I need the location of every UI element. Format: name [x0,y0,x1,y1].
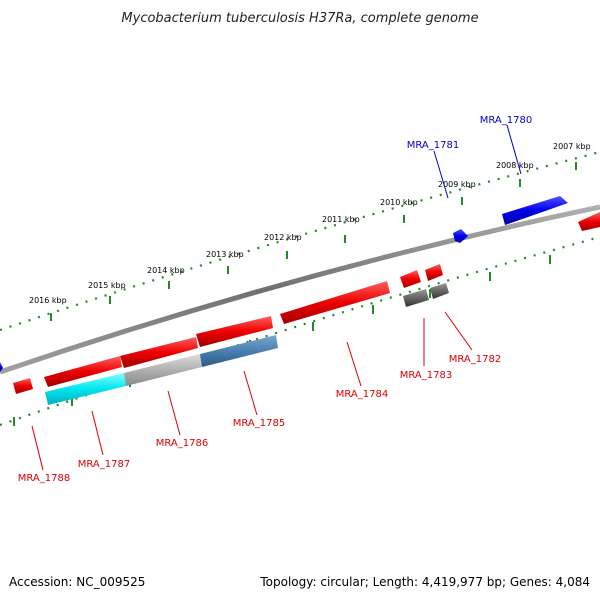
feature-grey[interactable] [124,354,202,386]
gene-mra-1787[interactable] [44,356,122,387]
leader-line [31,425,44,471]
feature-dark[interactable] [403,289,429,307]
forward-genes [0,196,568,372]
gene-label: MRA_1780 [480,115,532,126]
scale-label: 2012 kbp [264,233,302,242]
gene-mra-1783[interactable] [400,270,421,288]
gene-label: MRA_1783 [400,370,452,381]
scale-label: 2008 kbp [496,161,534,170]
scale-label: 2010 kbp [380,198,418,207]
leader-line [433,150,449,199]
label-leaders [31,124,522,471]
scale-label: 2007 kbp [553,142,591,151]
reverse-genes [13,212,600,394]
feature-dark[interactable] [430,283,449,299]
scale-label: 2015 kbp [88,281,126,290]
gene-mra-1786[interactable] [120,337,198,368]
outer-scale-track [0,150,600,332]
leader-line [346,341,362,387]
inner-scale-dots [0,235,600,427]
scale-labels: 2016 kbp 2015 kbp 2014 kbp 2013 kbp 2012… [29,142,591,305]
gene-labels: MRA_1781 MRA_1780 MRA_1788 MRA_1787 MRA_… [18,115,532,484]
gene-label: MRA_1786 [156,438,208,449]
leader-line [243,370,258,416]
gene-mra-1784[interactable] [280,281,390,324]
leader-line [91,410,104,456]
genome-backbone [0,204,600,375]
feature-steel[interactable] [200,335,278,367]
gene-mra-1782[interactable] [425,264,443,281]
gene-arrow-right-edge[interactable] [578,212,600,231]
gene-label: MRA_1788 [18,473,70,484]
scale-label: 2014 kbp [147,266,185,275]
scale-label: 2016 kbp [29,296,67,305]
genome-title: Mycobacterium tuberculosis H37Ra, comple… [121,11,478,26]
scale-label: 2013 kbp [206,250,244,259]
scale-label: 2011 kbp [322,215,360,224]
gene-label: MRA_1787 [78,459,130,470]
gene-mra-1788[interactable] [13,378,33,394]
gene-label: MRA_1784 [336,389,388,400]
feature-track [45,283,449,405]
accession-label: Accession: NC_009525 [9,575,145,589]
gene-mra-1785[interactable] [196,316,273,347]
scale-label: 2009 kbp [438,180,476,189]
gene-mra-1780[interactable] [502,196,568,225]
leader-line [506,124,522,175]
gene-label: MRA_1782 [449,354,501,365]
inner-scale-track [0,235,600,427]
leader-line [167,390,181,436]
gene-mra-1781[interactable] [453,229,468,243]
feature-cyan[interactable] [45,373,126,405]
gene-arrow[interactable] [0,362,3,372]
gene-label: MRA_1785 [233,418,285,429]
leader-line [444,311,473,351]
gene-label: MRA_1781 [407,140,459,151]
genome-summary: Topology: circular; Length: 4,419,977 bp… [259,575,590,589]
